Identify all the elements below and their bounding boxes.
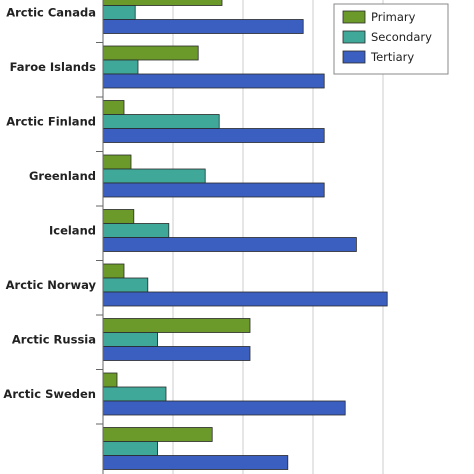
bar-primary bbox=[102, 209, 135, 224]
bar-primary bbox=[102, 100, 125, 115]
bar-secondary bbox=[102, 59, 139, 75]
category-label: Arctic Russia bbox=[12, 333, 96, 347]
legend: Primary Secondary Tertiary bbox=[333, 3, 449, 75]
category-labels: Arctic Canada Faroe Islands Arctic Finland… bbox=[3, 6, 96, 402]
legend-swatch-secondary bbox=[342, 30, 366, 44]
category-label: Greenland bbox=[29, 169, 96, 183]
legend-label-primary: Primary bbox=[371, 10, 416, 24]
bar-secondary bbox=[102, 386, 167, 402]
category-label: Arctic Sweden bbox=[3, 387, 96, 401]
bar-primary bbox=[102, 372, 118, 388]
legend-label-secondary: Secondary bbox=[371, 30, 432, 44]
legend-swatch-tertiary bbox=[342, 50, 366, 64]
category-label: Arctic Norway bbox=[6, 278, 97, 292]
bars bbox=[102, 0, 388, 470]
bar-primary bbox=[102, 318, 251, 333]
category-label: Arctic Canada bbox=[6, 6, 96, 20]
bar-tertiary bbox=[102, 346, 251, 361]
bar-tertiary bbox=[102, 291, 388, 307]
bar-secondary bbox=[102, 332, 158, 347]
bar-secondary bbox=[102, 168, 206, 184]
legend-swatch-primary bbox=[342, 10, 366, 24]
bar-primary bbox=[102, 45, 199, 61]
bar-primary bbox=[102, 154, 132, 170]
bar-tertiary bbox=[102, 128, 325, 143]
bar-tertiary bbox=[102, 237, 357, 252]
bar-tertiary bbox=[102, 455, 289, 470]
bar-secondary bbox=[102, 277, 149, 293]
bar-secondary bbox=[102, 5, 136, 20]
bar-secondary bbox=[102, 223, 170, 238]
category-separators bbox=[96, 42, 103, 425]
bar-primary bbox=[102, 263, 125, 279]
bar-secondary bbox=[102, 114, 220, 129]
bar-primary bbox=[102, 0, 223, 6]
category-label: Iceland bbox=[49, 224, 96, 238]
bar-tertiary bbox=[102, 182, 325, 198]
category-label: Arctic Finland bbox=[6, 115, 96, 129]
legend-label-tertiary: Tertiary bbox=[370, 50, 414, 64]
bar-tertiary bbox=[102, 73, 325, 89]
bar-secondary bbox=[102, 441, 158, 456]
bar-tertiary bbox=[102, 400, 346, 416]
bar-tertiary bbox=[102, 19, 304, 34]
category-label: Faroe Islands bbox=[10, 60, 97, 74]
bar-primary bbox=[102, 427, 213, 442]
